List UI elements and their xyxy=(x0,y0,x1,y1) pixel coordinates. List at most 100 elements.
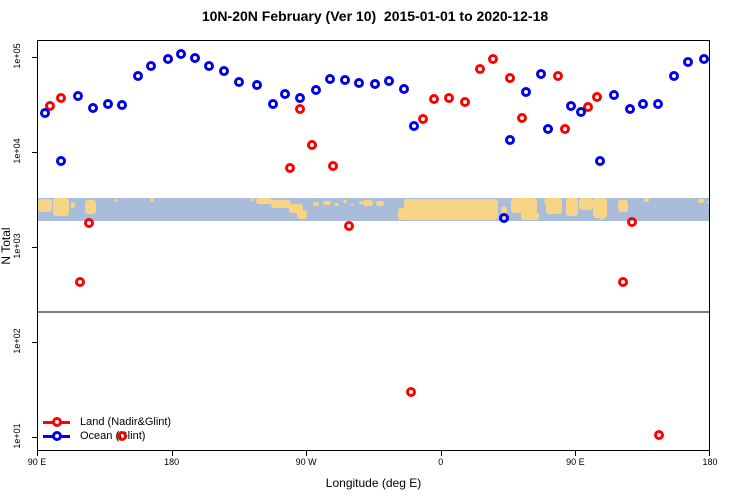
x-tick-mark xyxy=(575,451,577,456)
land-patch xyxy=(85,200,96,214)
data-point xyxy=(146,60,157,71)
data-point xyxy=(408,121,419,132)
data-point xyxy=(583,101,594,112)
data-point xyxy=(340,75,351,86)
data-point xyxy=(280,88,291,99)
data-point xyxy=(295,104,306,115)
land-patch xyxy=(251,198,254,201)
data-point xyxy=(117,430,128,441)
data-point xyxy=(175,49,186,60)
data-point xyxy=(487,54,498,64)
legend-item-land: Land (Nadir&Glint) xyxy=(43,415,171,429)
data-point xyxy=(251,79,262,90)
land-patch xyxy=(150,198,154,202)
data-point xyxy=(624,104,635,115)
data-point xyxy=(133,70,144,81)
data-point xyxy=(88,102,99,113)
data-point xyxy=(295,93,306,104)
data-point xyxy=(682,56,693,67)
ocean-marker-icon xyxy=(43,429,70,443)
data-point xyxy=(542,123,553,134)
y-tick-label: 1e+02 xyxy=(12,328,22,354)
data-point xyxy=(311,85,322,96)
data-point xyxy=(575,107,586,118)
x-tick-label: 90 W xyxy=(295,457,317,467)
data-point xyxy=(75,276,86,287)
land-patch xyxy=(376,201,384,206)
data-point xyxy=(668,70,679,81)
x-tick-label: 90 E xyxy=(27,457,47,467)
land-patch xyxy=(698,199,704,203)
data-point xyxy=(535,68,546,79)
data-point xyxy=(56,155,67,166)
data-point xyxy=(306,140,317,151)
land-patch xyxy=(323,201,331,205)
reference-line xyxy=(38,311,709,313)
land-patch xyxy=(256,198,272,204)
land-patch xyxy=(644,198,649,202)
data-point xyxy=(566,101,577,112)
data-point xyxy=(344,221,355,232)
x-axis-title: Longitude (deg E) xyxy=(325,476,422,490)
y-tick-mark xyxy=(32,152,37,153)
data-point xyxy=(162,54,173,64)
data-point xyxy=(190,53,201,63)
data-point xyxy=(384,75,394,86)
data-point xyxy=(560,123,571,134)
data-point xyxy=(637,98,648,109)
data-point xyxy=(520,86,531,97)
chart-title: 10N-20N February (Ver 10) 2015-01-01 to … xyxy=(201,8,549,24)
data-point xyxy=(102,98,113,109)
land-patch xyxy=(114,199,117,202)
data-point xyxy=(285,163,295,173)
land-patch xyxy=(618,200,628,212)
data-point xyxy=(117,100,128,110)
land-patch xyxy=(351,204,354,206)
data-point xyxy=(219,66,230,77)
x-tick-label: 0 xyxy=(438,457,444,467)
legend-label-land: Land (Nadir&Glint) xyxy=(80,416,172,428)
data-point xyxy=(553,70,563,81)
land-patch xyxy=(404,199,498,220)
data-point xyxy=(405,386,416,397)
data-point xyxy=(72,91,83,101)
land-patch xyxy=(363,200,373,206)
land-patch xyxy=(297,210,307,219)
data-point xyxy=(595,155,606,166)
data-point xyxy=(353,77,364,88)
data-point xyxy=(44,101,55,112)
land-patch xyxy=(359,201,363,204)
y-tick-label: 1e+03 xyxy=(12,233,22,259)
data-point xyxy=(328,160,339,171)
data-point xyxy=(592,92,603,103)
y-tick-mark xyxy=(32,342,37,343)
land-patch xyxy=(398,208,406,220)
data-point xyxy=(504,135,515,145)
legend: Land (Nadir&Glint) Ocean (Glint) xyxy=(43,415,171,443)
land-patch xyxy=(38,199,52,212)
land-patch xyxy=(566,198,578,216)
plot-area: Land (Nadir&Glint) Ocean (Glint) xyxy=(37,40,710,451)
data-point xyxy=(234,77,244,88)
data-point xyxy=(459,97,470,108)
data-point xyxy=(203,60,214,71)
land-marker-icon xyxy=(43,415,70,429)
land-patch xyxy=(599,214,604,220)
land-patch xyxy=(511,198,537,213)
data-point xyxy=(56,93,67,104)
x-tick-label: 90 E xyxy=(566,457,585,467)
data-point xyxy=(499,212,509,223)
y-tick-mark xyxy=(32,57,37,58)
land-patch xyxy=(521,212,539,220)
x-tick-mark xyxy=(171,451,173,456)
x-tick-mark xyxy=(37,451,38,456)
x-tick-mark xyxy=(709,451,710,456)
world-map-strip xyxy=(38,198,709,221)
x-tick-mark xyxy=(440,451,442,456)
land-patch xyxy=(71,202,75,208)
land-patch xyxy=(579,198,593,210)
land-patch xyxy=(271,200,291,208)
data-point xyxy=(83,218,94,229)
data-point xyxy=(474,63,485,74)
